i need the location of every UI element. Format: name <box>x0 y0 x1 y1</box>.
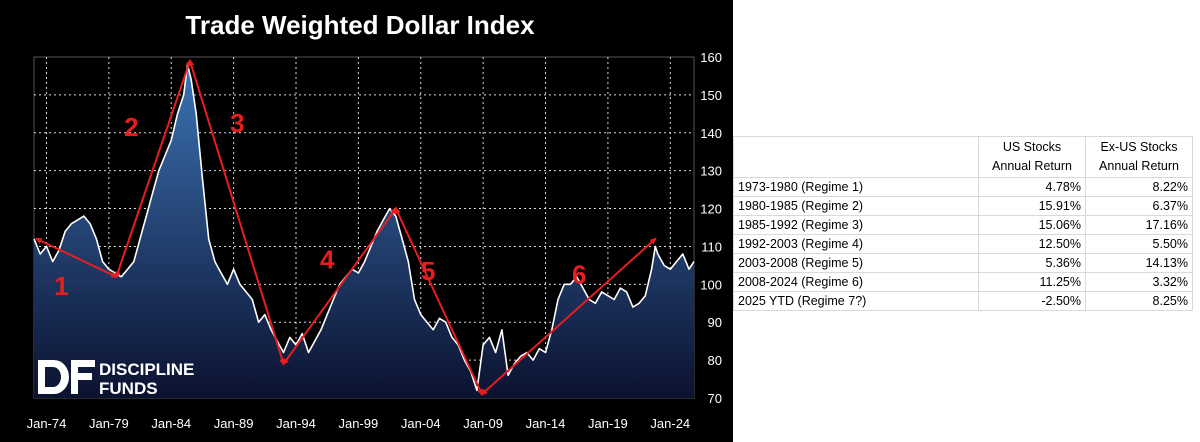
x-tick-label: Jan-19 <box>588 416 628 431</box>
header-exus-line1: Ex-US Stocks <box>1100 140 1178 154</box>
y-tick-label: 90 <box>708 315 722 330</box>
y-tick-label: 70 <box>708 391 722 406</box>
regime-number-label: 5 <box>421 256 435 286</box>
regime-arrow <box>34 237 119 278</box>
y-tick-label: 140 <box>700 126 722 141</box>
row-label: 1980-1985 (Regime 2) <box>733 196 979 216</box>
row-us-return: 11.25% <box>978 272 1086 292</box>
row-label: 2003-2008 (Regime 5) <box>733 253 979 273</box>
y-axis: 70 80 90 100 110 120 130 140 150 160 <box>700 50 722 406</box>
dollar-index-chart: Trade Weighted Dollar Index 1 2 3 4 5 6 70 80 9… <box>27 10 722 431</box>
y-tick-label: 100 <box>700 277 722 292</box>
header-regime <box>733 136 979 178</box>
regime-arrow <box>480 237 657 396</box>
row-exus-return: 14.13% <box>1085 253 1193 273</box>
x-tick-label: Jan-04 <box>401 416 441 431</box>
table-row: 2003-2008 (Regime 5) 5.36% 14.13% <box>733 253 1193 273</box>
row-us-return: 4.78% <box>978 177 1086 197</box>
logo-line2: FUNDS <box>99 379 158 398</box>
x-tick-label: Jan-84 <box>151 416 191 431</box>
regime-arrow <box>394 206 483 397</box>
row-label: 1992-2003 (Regime 4) <box>733 234 979 254</box>
row-us-return: 15.06% <box>978 215 1086 235</box>
row-exus-return: 8.22% <box>1085 177 1193 197</box>
x-axis: Jan-74 Jan-79 Jan-84 Jan-89 Jan-94 Jan-99 Jan-… <box>27 416 691 431</box>
y-tick-label: 80 <box>708 353 722 368</box>
row-exus-return: 6.37% <box>1085 196 1193 216</box>
table-row: 2025 YTD (Regime 7?) -2.50% 8.25% <box>733 291 1193 311</box>
regime-number-label: 2 <box>124 112 138 142</box>
header-us-stocks: US Stocks Annual Return <box>978 136 1086 178</box>
table-row: 1992-2003 (Regime 4) 12.50% 5.50% <box>733 234 1193 254</box>
discipline-funds-logo: DISCIPLINE FUNDS <box>38 360 194 398</box>
row-label: 1985-1992 (Regime 3) <box>733 215 979 235</box>
regime-returns-table: US Stocks Annual Return Ex-US Stocks Ann… <box>733 136 1193 311</box>
row-us-return: 15.91% <box>978 196 1086 216</box>
logo-line1: DISCIPLINE <box>99 360 194 379</box>
y-tick-label: 110 <box>701 239 722 254</box>
x-tick-label: Jan-24 <box>650 416 690 431</box>
table-row: 1985-1992 (Regime 3) 15.06% 17.16% <box>733 215 1193 235</box>
regime-number-label: 3 <box>230 108 244 138</box>
row-exus-return: 8.25% <box>1085 291 1193 311</box>
chart-title: Trade Weighted Dollar Index <box>185 10 535 40</box>
regime-arrows <box>34 58 657 397</box>
row-label: 2008-2024 (Regime 6) <box>733 272 979 292</box>
x-tick-label: Jan-74 <box>27 416 67 431</box>
header-us-line2: Annual Return <box>992 159 1072 173</box>
y-tick-label: 120 <box>700 202 722 217</box>
header-exus-stocks: Ex-US Stocks Annual Return <box>1085 136 1193 178</box>
row-us-return: -2.50% <box>978 291 1086 311</box>
table-header-row: US Stocks Annual Return Ex-US Stocks Ann… <box>733 136 1193 178</box>
regime-arrow <box>115 58 192 279</box>
x-tick-label: Jan-99 <box>339 416 379 431</box>
row-label: 2025 YTD (Regime 7?) <box>733 291 979 311</box>
row-exus-return: 3.32% <box>1085 272 1193 292</box>
x-tick-label: Jan-79 <box>89 416 129 431</box>
row-exus-return: 17.16% <box>1085 215 1193 235</box>
regime-number-label: 6 <box>572 260 586 290</box>
y-tick-label: 130 <box>700 164 722 179</box>
regime-number-label: 4 <box>320 244 335 274</box>
regime-number-label: 1 <box>54 271 68 301</box>
row-label: 1973-1980 (Regime 1) <box>733 177 979 197</box>
df-logo-mark <box>38 360 95 394</box>
y-tick-label: 150 <box>700 88 722 103</box>
regime-arrow <box>282 206 397 366</box>
regime-labels: 1 2 3 4 5 6 <box>54 108 586 301</box>
x-tick-label: Jan-89 <box>214 416 254 431</box>
chart-panel: Trade Weighted Dollar Index 1 2 3 4 5 6 70 80 9… <box>0 0 733 442</box>
y-tick-label: 160 <box>700 50 722 65</box>
x-tick-label: Jan-94 <box>276 416 316 431</box>
x-tick-label: Jan-14 <box>526 416 566 431</box>
row-us-return: 12.50% <box>978 234 1086 254</box>
header-us-line1: US Stocks <box>1002 140 1062 154</box>
table-row: 1973-1980 (Regime 1) 4.78% 8.22% <box>733 177 1193 197</box>
row-us-return: 5.36% <box>978 253 1086 273</box>
table-row: 2008-2024 (Regime 6) 11.25% 3.32% <box>733 272 1193 292</box>
row-exus-return: 5.50% <box>1085 234 1193 254</box>
table-row: 1980-1985 (Regime 2) 15.91% 6.37% <box>733 196 1193 216</box>
x-tick-label: Jan-09 <box>463 416 503 431</box>
header-exus-line2: Annual Return <box>1099 159 1179 173</box>
regime-arrow <box>188 58 285 366</box>
